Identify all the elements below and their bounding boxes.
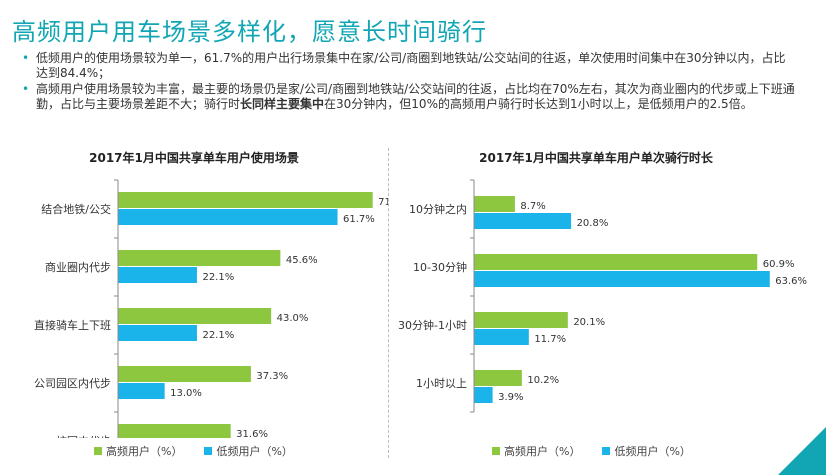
chart-title: 2017年1月中国共享单车用户单次骑行时长 [479,150,714,165]
data-label: 3.9% [498,392,523,403]
legend-item-high: 高频用户（%） [94,443,182,459]
legend-label-high: 高频用户（%） [504,445,581,458]
bar-low-frequency [118,209,338,225]
category-label: 直接骑车上下班 [34,318,111,332]
category-label: 结合地铁/公交 [41,202,111,216]
data-label: 20.1% [573,317,605,328]
bullet-highlight: 长同样主要集中 [240,97,325,111]
chart-title: 2017年1月中国共享单车用户使用场景 [89,150,299,165]
page-title: 高频用户用车场景多样化，愿意长时间骑行 [12,18,487,46]
legend-swatch-low [602,447,611,455]
legend-right: 高频用户（%） 低频用户（%） [492,443,691,459]
ride-duration-chart: 2017年1月中国共享单车用户单次骑行时长 10分钟之内 8.7% 20.8% 10-3… [398,150,807,413]
data-label: 20.8% [577,218,609,229]
legend-swatch-high [94,447,102,455]
bar-high-frequency [118,366,251,382]
bar-high-frequency [118,192,373,208]
bullet-high-frequency: • 高频用户使用场景较为丰富，最主要的场景仍是家/公司/商圈到地铁站/公交站间的… [22,82,797,112]
bar-low-frequency [474,329,529,345]
category-label: 1小时以上 [416,377,467,390]
legend-item-low: 低频用户（%） [602,443,691,459]
data-label: 10.2% [527,375,559,386]
bar-low-frequency [474,213,572,229]
bullet-dot-icon: • [22,51,30,65]
data-label: 22.1% [202,330,234,341]
data-label: 13.0% [170,388,202,399]
legend-label-high: 高频用户（%） [106,445,183,458]
category-label: 商业圈内代步 [45,260,111,274]
bar-high-frequency [474,196,515,212]
data-label: 43.0% [277,313,309,324]
chart-divider [388,148,389,458]
bar-low-frequency [118,325,197,341]
legend-item-high: 高频用户（%） [492,443,580,459]
summary-bullets: • 低频用户的使用场景较为单一，61.7%的用户出行场景集中在家/公司/商圈到地… [22,51,797,113]
bar-low-frequency [118,267,197,283]
bullet-text: 低频用户的使用场景较为单一，61.7%的用户出行场景集中在家/公司/商圈到地铁站… [36,51,786,80]
legend-swatch-high [492,447,500,455]
bullet-text: 高频用户使用场景较为丰富，最主要的场景仍是家/公司/商圈到地铁站/公交站间的往返… [36,82,795,111]
bar-low-frequency [474,271,770,287]
data-label: 45.6% [286,255,318,266]
bullet-dot-icon: • [22,82,30,96]
legend-label-low: 低频用户（%） [614,445,691,458]
bar-high-frequency [474,370,522,386]
data-label: 63.6% [775,276,807,287]
bar-high-frequency [474,312,568,328]
category-label: 公司园区内代步 [34,376,111,390]
bullet-low-frequency: • 低频用户的使用场景较为单一，61.7%的用户出行场景集中在家/公司/商圈到地… [22,51,797,81]
data-label: 61.7% [343,214,375,225]
bar-high-frequency [118,250,281,266]
data-label: 37.3% [256,371,288,382]
data-label: 60.9% [763,259,795,270]
bar-low-frequency [474,387,493,403]
legend-swatch-low [204,447,213,455]
bar-high-frequency [474,254,758,270]
legend-left: 高频用户（%） 低频用户（%） [94,443,293,459]
bar-high-frequency [118,424,231,438]
corner-decoration [778,427,826,475]
category-label: 30分钟-1小时 [398,318,467,332]
bar-low-frequency [118,383,165,399]
data-label: 8.7% [520,201,545,212]
data-label: 22.1% [202,272,234,283]
category-label: 10分钟之内 [409,202,467,216]
bullet-text: 在30分钟内，但10%的高频用户骑行时长达到1小时以上，是低频用户的2.5倍。 [324,97,753,111]
data-label: 31.6% [236,429,268,438]
data-label: 11.7% [534,334,566,345]
legend-item-low: 低频用户（%） [204,443,293,459]
data-label: 71.6% [378,197,388,208]
legend-label-low: 低频用户（%） [216,445,293,458]
category-label: 10-30分钟 [413,260,467,274]
bar-high-frequency [118,308,272,324]
category-label: 校园内代步 [56,434,111,438]
